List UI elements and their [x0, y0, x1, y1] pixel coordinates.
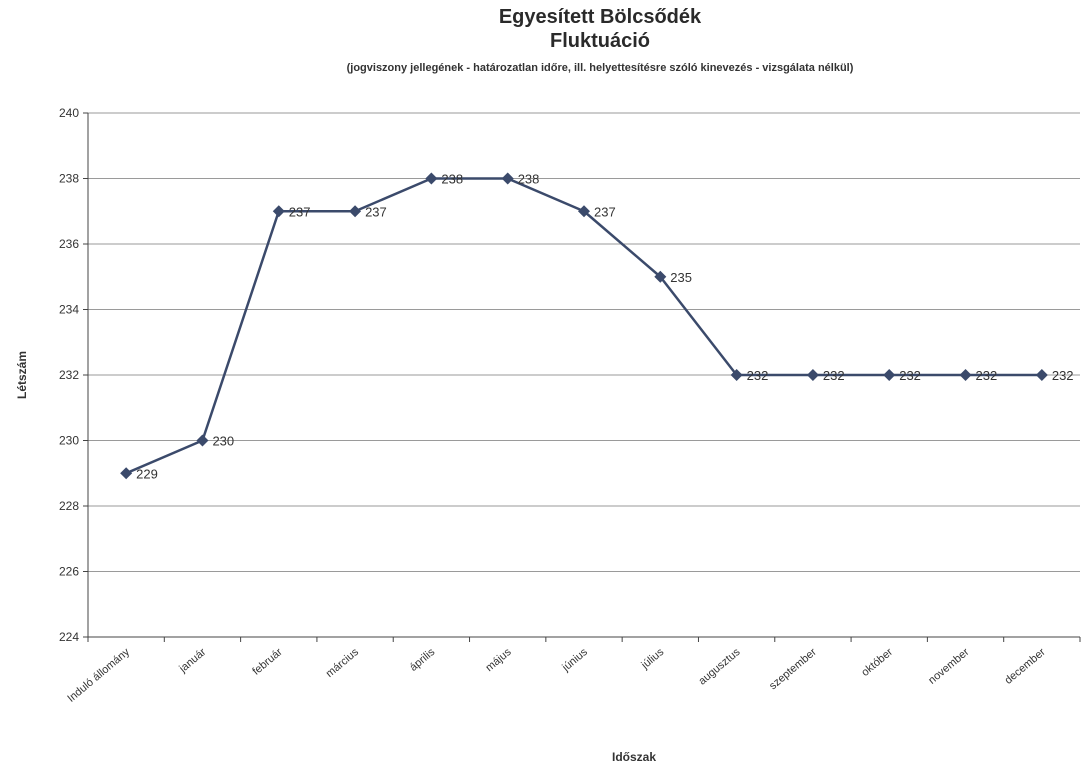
x-tick-label: március	[324, 646, 362, 680]
data-label: 237	[365, 204, 387, 219]
data-point	[425, 172, 438, 185]
y-tick-label: 224	[59, 630, 79, 644]
data-label: 237	[594, 204, 616, 219]
data-label: 237	[289, 204, 311, 219]
x-tick-label: július	[639, 646, 667, 672]
y-tick-label: 230	[59, 434, 79, 448]
x-tick-label: április	[408, 646, 438, 674]
y-tick-label: 232	[59, 368, 79, 382]
data-point	[654, 270, 667, 283]
y-tick-label: 236	[59, 237, 79, 251]
x-tick-label: október	[859, 646, 895, 679]
data-label: 232	[747, 368, 769, 383]
x-tick-label: február	[250, 646, 285, 678]
data-label: 230	[212, 434, 234, 449]
y-tick-label: 240	[59, 106, 79, 120]
data-label: 235	[670, 270, 692, 285]
x-tick-label: Induló állomány	[65, 646, 132, 705]
data-label: 238	[441, 172, 463, 187]
data-point	[730, 369, 743, 381]
y-tick-label: 226	[59, 565, 79, 579]
x-tick-label: május	[483, 646, 514, 674]
data-label: 238	[518, 172, 540, 187]
x-tick-label: szeptember	[767, 646, 819, 692]
chart-title: Egyesített Bölcsődék	[498, 6, 702, 28]
data-point	[1035, 369, 1048, 381]
chart-title-line2: Fluktuáció	[549, 30, 650, 52]
data-point	[272, 205, 285, 218]
data-point	[883, 369, 896, 381]
y-axis-label: Létszám	[15, 351, 29, 399]
data-label: 232	[899, 368, 921, 383]
chart-subtitle: (jogviszony jellegének - határozatlan id…	[346, 62, 854, 74]
data-label: 229	[136, 466, 158, 481]
x-tick-label: augusztus	[696, 646, 743, 688]
x-axis-label: Időszak	[612, 750, 656, 764]
x-tick-label: június	[559, 646, 590, 675]
data-label: 232	[1052, 368, 1074, 383]
data-point	[120, 467, 133, 480]
data-label: 232	[823, 368, 845, 383]
data-point	[578, 205, 590, 218]
data-point	[806, 369, 819, 381]
y-tick-label: 238	[59, 172, 79, 186]
data-point	[349, 205, 362, 218]
data-point	[959, 369, 972, 381]
y-tick-label: 228	[59, 499, 79, 513]
series-line	[125, 177, 1042, 475]
x-tick-label: január	[176, 646, 208, 676]
y-tick-label: 234	[59, 303, 79, 317]
x-tick-label: november	[926, 646, 971, 687]
data-point	[196, 434, 209, 447]
x-tick-label: december	[1003, 646, 1048, 687]
data-label: 232	[976, 368, 998, 383]
data-point	[501, 172, 514, 185]
